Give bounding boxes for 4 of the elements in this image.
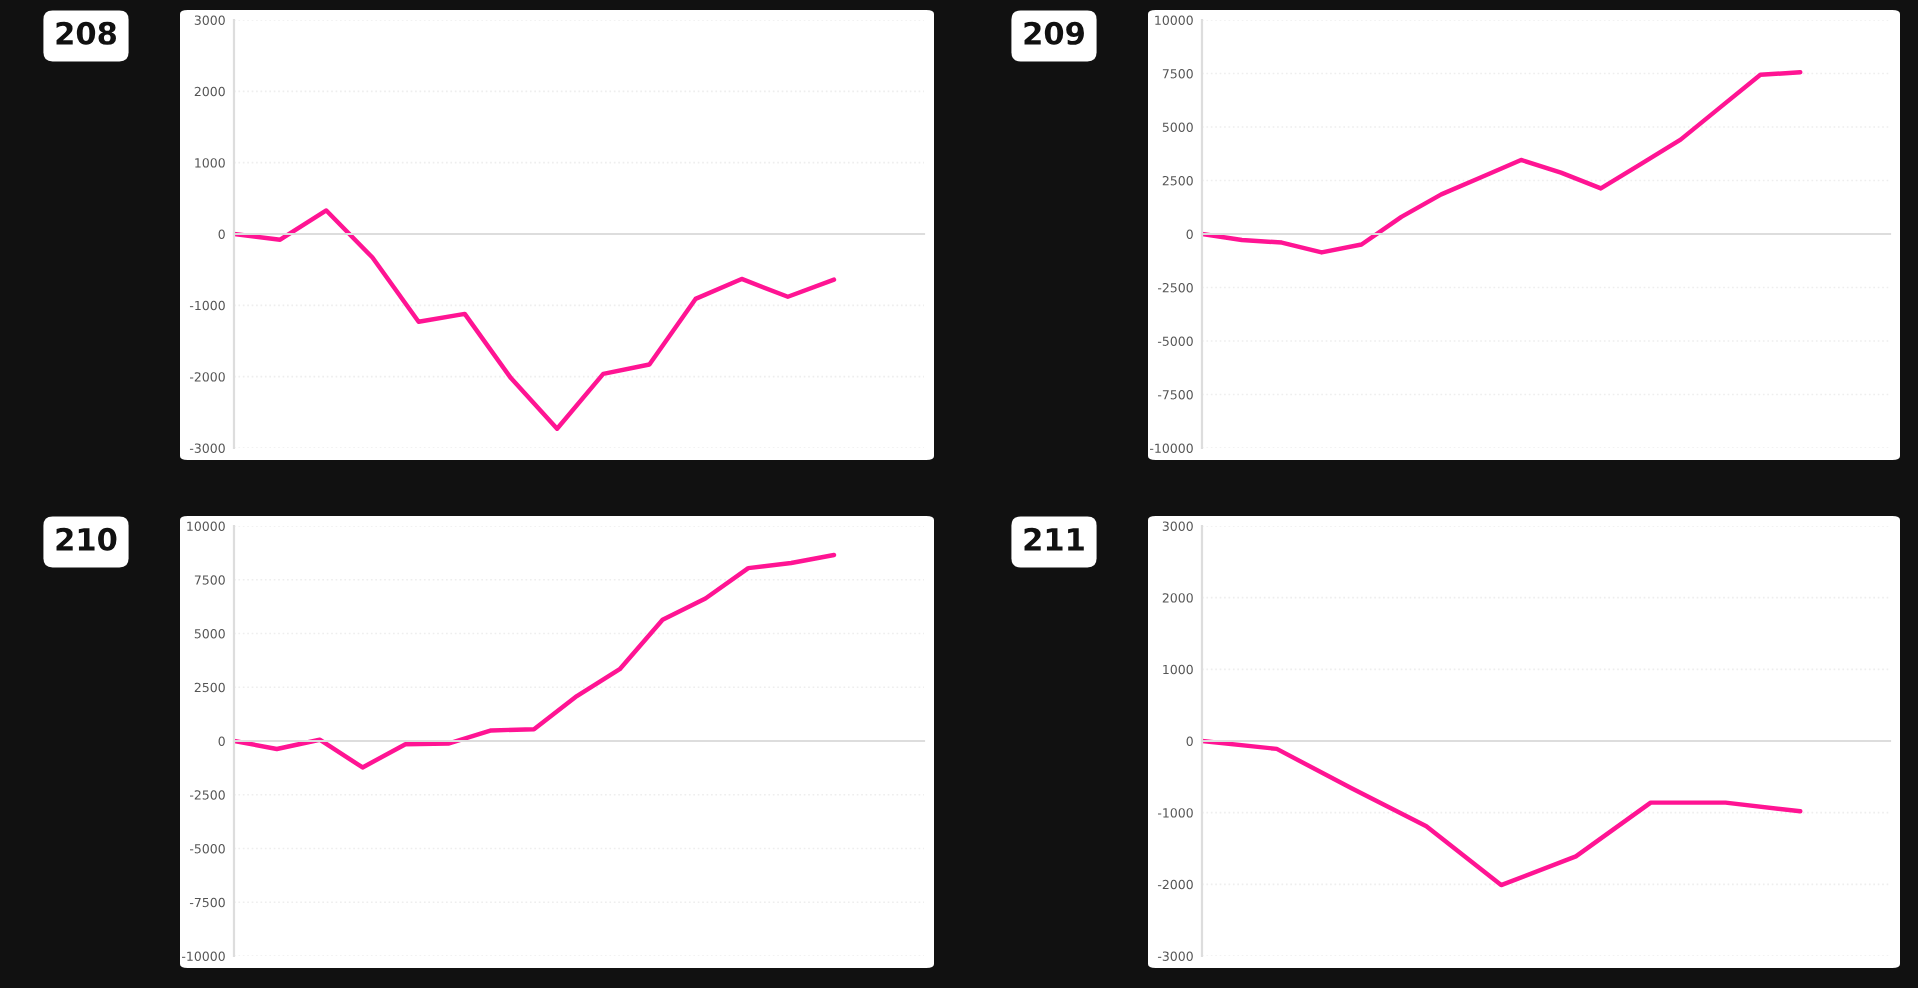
chart-title: 209 [1024,21,1084,45]
chart-title: 208 [56,21,116,45]
chart-title: 210 [56,527,117,551]
chart-title: 211 [1024,527,1084,551]
